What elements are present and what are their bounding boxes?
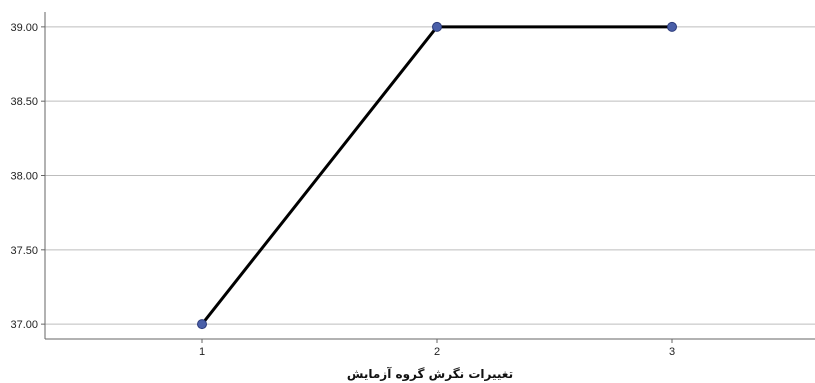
y-tick-labels: 37.00 37.50 38.00 38.50 39.00	[10, 22, 45, 331]
y-tick-label: 38.00	[10, 171, 38, 183]
series-group	[197, 21, 677, 330]
gridlines	[45, 26, 815, 325]
x-tick-label: 3	[669, 346, 675, 358]
data-point	[432, 21, 442, 32]
data-point	[197, 319, 207, 330]
x-tick-label: 2	[434, 346, 440, 358]
x-tick-label: 1	[199, 346, 205, 358]
y-tick-label: 37.00	[10, 319, 38, 331]
y-tick-label: 38.50	[10, 96, 38, 108]
data-point	[667, 21, 677, 32]
y-tick-label: 39.00	[10, 22, 38, 34]
y-tick-label: 37.50	[10, 245, 38, 257]
x-tick-labels: 1 2 3	[199, 339, 675, 358]
x-axis-title: تغییرات نگرش گروه آزمایش	[347, 366, 513, 382]
